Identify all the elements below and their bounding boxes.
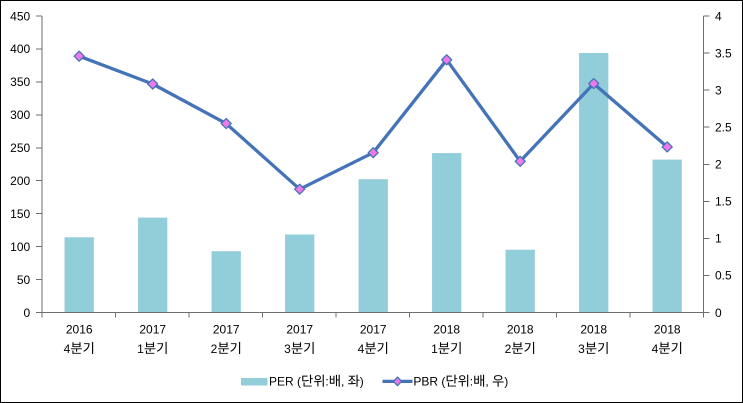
svg-text:2: 2 — [211, 342, 218, 356]
svg-text:0: 0 — [715, 306, 722, 320]
svg-text:): ) — [360, 375, 364, 389]
svg-text:3: 3 — [578, 342, 585, 356]
svg-text:2.5: 2.5 — [715, 121, 732, 135]
svg-text:2: 2 — [505, 342, 512, 356]
svg-text:450: 450 — [10, 9, 30, 23]
svg-text:150: 150 — [10, 207, 30, 221]
svg-text:0: 0 — [24, 306, 31, 320]
svg-text::: : — [470, 375, 473, 389]
svg-text:2017: 2017 — [139, 323, 166, 337]
svg-text:250: 250 — [10, 141, 30, 155]
svg-text:4: 4 — [715, 9, 722, 23]
svg-text:3: 3 — [284, 342, 291, 356]
svg-text:1: 1 — [431, 342, 438, 356]
svg-text:2016: 2016 — [66, 323, 93, 337]
svg-text:1.5: 1.5 — [715, 195, 732, 209]
svg-text:PER (: PER ( — [269, 375, 301, 389]
svg-text:2017: 2017 — [213, 323, 240, 337]
svg-text:400: 400 — [10, 42, 30, 56]
svg-text:4: 4 — [358, 342, 365, 356]
svg-text:3.5: 3.5 — [715, 46, 732, 60]
svg-text:PBR (: PBR ( — [413, 375, 445, 389]
svg-text::: : — [325, 375, 328, 389]
svg-text:2017: 2017 — [286, 323, 313, 337]
svg-text:200: 200 — [10, 174, 30, 188]
svg-text:2018: 2018 — [580, 323, 607, 337]
svg-text:1: 1 — [715, 232, 722, 246]
svg-text:100: 100 — [10, 240, 30, 254]
svg-text:300: 300 — [10, 108, 30, 122]
svg-text:2018: 2018 — [507, 323, 534, 337]
svg-text:4: 4 — [652, 342, 659, 356]
svg-text:2018: 2018 — [654, 323, 681, 337]
svg-text:1: 1 — [137, 342, 144, 356]
svg-text:2017: 2017 — [360, 323, 387, 337]
svg-text:0.5: 0.5 — [715, 269, 732, 283]
svg-text:2: 2 — [715, 158, 722, 172]
svg-text:3: 3 — [715, 83, 722, 97]
svg-text:,: , — [341, 375, 344, 389]
svg-text:4: 4 — [64, 342, 71, 356]
svg-text:,: , — [485, 375, 488, 389]
svg-text:350: 350 — [10, 75, 30, 89]
svg-text:50: 50 — [17, 273, 31, 287]
svg-text:2018: 2018 — [433, 323, 460, 337]
svg-text:): ) — [504, 375, 508, 389]
